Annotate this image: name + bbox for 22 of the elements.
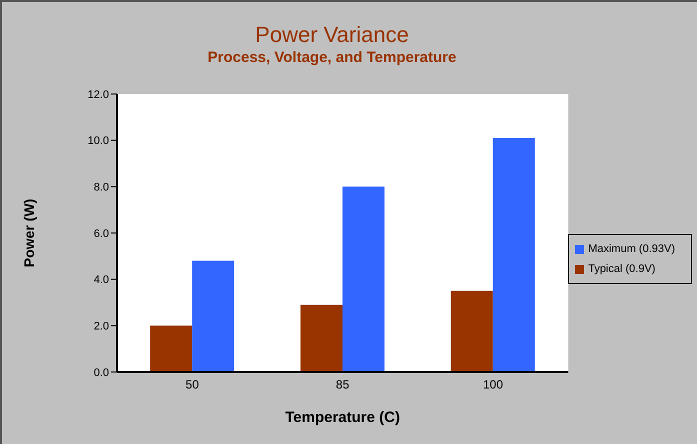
y-tick-label: 8.0 <box>94 182 109 194</box>
legend-label: Typical (0.9V) <box>588 263 656 275</box>
y-tick-label: 6.0 <box>94 228 109 240</box>
y-axis-title: Power (W) <box>20 198 37 268</box>
bar <box>450 290 493 372</box>
bar <box>300 304 342 372</box>
x-tick-label: 50 <box>186 378 200 392</box>
chart-subtitle: Process, Voltage, and Temperature <box>206 49 458 66</box>
bar <box>192 260 234 372</box>
x-axis-title: Temperature (C) <box>285 409 400 426</box>
x-tick-label: 85 <box>336 378 350 392</box>
bar <box>150 326 192 372</box>
y-tick-label: 10.0 <box>88 135 109 148</box>
y-tick-label: 0.0 <box>94 366 109 379</box>
y-tick-label: 4.0 <box>94 274 109 286</box>
legend-label: Maximum (0.93V) <box>588 243 675 255</box>
chart-title: Power Variance <box>254 22 410 48</box>
y-tick-label: 12.0 <box>88 88 109 101</box>
bar <box>492 138 535 372</box>
y-tick-label: 2.0 <box>94 320 109 333</box>
bar <box>342 186 384 372</box>
x-tick-label: 100 <box>482 378 504 392</box>
